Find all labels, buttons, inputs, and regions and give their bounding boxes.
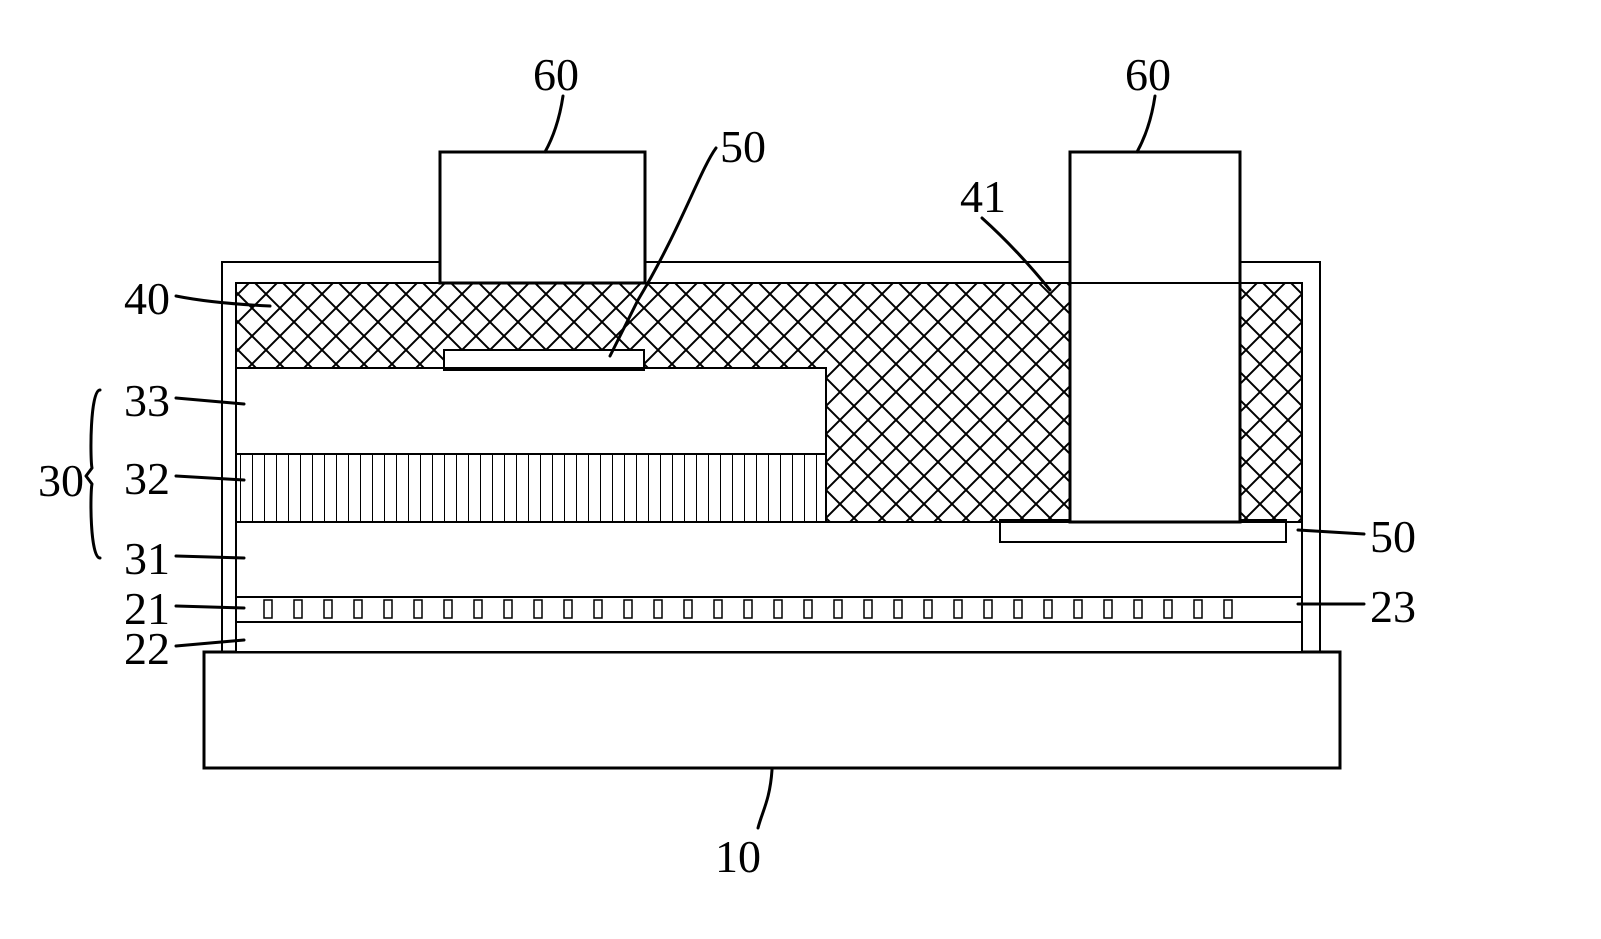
peg-23 [564, 600, 572, 618]
label-l50b: 50 [1370, 510, 1416, 563]
peg-23 [384, 600, 392, 618]
peg-23 [1224, 600, 1232, 618]
layer-10-substrate [204, 652, 1340, 768]
peg-23 [504, 600, 512, 618]
leader-50b [1298, 530, 1364, 534]
peg-23 [1194, 600, 1202, 618]
peg-23 [954, 600, 962, 618]
peg-23 [924, 600, 932, 618]
label-l22: 22 [124, 622, 170, 675]
label-l60b: 60 [1125, 48, 1171, 101]
peg-23 [684, 600, 692, 618]
diagram-stage: 1060605041403332312122305023 [0, 0, 1601, 939]
peg-23 [324, 600, 332, 618]
peg-23 [444, 600, 452, 618]
label-l30: 30 [38, 454, 84, 507]
peg-23 [654, 600, 662, 618]
peg-23 [1164, 600, 1172, 618]
peg-23 [414, 600, 422, 618]
leader-10 [758, 770, 772, 828]
leader-33 [176, 398, 244, 404]
peg-23 [834, 600, 842, 618]
peg-23 [774, 600, 782, 618]
peg-23 [804, 600, 812, 618]
leader-41 [982, 218, 1050, 290]
peg-23 [744, 600, 752, 618]
label-l32: 32 [124, 452, 170, 505]
layer-22 [236, 622, 1302, 652]
label-l10: 10 [715, 830, 761, 883]
peg-23 [1134, 600, 1142, 618]
peg-23 [594, 600, 602, 618]
peg-23 [534, 600, 542, 618]
layer-32 [236, 454, 826, 522]
leader-21 [176, 606, 244, 608]
label-l50a: 50 [720, 120, 766, 173]
peg-23 [1104, 600, 1112, 618]
leader-32 [176, 476, 244, 480]
leader-60a [545, 96, 563, 152]
label-l41: 41 [960, 170, 1006, 223]
diagram-svg [0, 0, 1601, 939]
layer-33 [236, 368, 826, 454]
peg-23 [1044, 600, 1052, 618]
peg-23 [264, 600, 272, 618]
leader-31 [176, 556, 244, 558]
leader-22 [176, 640, 244, 646]
peg-23 [1014, 600, 1022, 618]
label-l31: 31 [124, 532, 170, 585]
peg-23 [864, 600, 872, 618]
label-l33: 33 [124, 374, 170, 427]
peg-23 [354, 600, 362, 618]
label-l40: 40 [124, 272, 170, 325]
leader-60b [1137, 96, 1155, 152]
peg-23 [474, 600, 482, 618]
peg-23 [624, 600, 632, 618]
peg-23 [714, 600, 722, 618]
peg-23 [294, 600, 302, 618]
label-l23: 23 [1370, 580, 1416, 633]
peg-23 [894, 600, 902, 618]
peg-23 [1074, 600, 1082, 618]
label-l60a: 60 [533, 48, 579, 101]
brace-30 [86, 390, 100, 558]
peg-23 [984, 600, 992, 618]
